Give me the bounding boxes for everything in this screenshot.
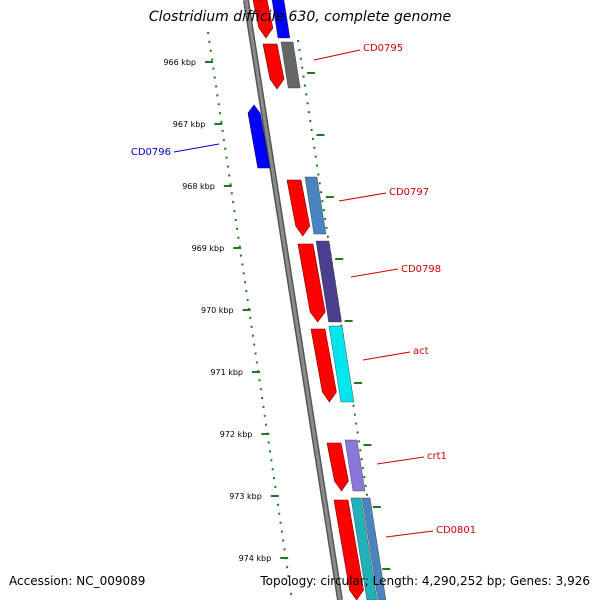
cds-feature xyxy=(252,0,274,39)
cog-feature-act xyxy=(328,325,355,403)
gene-label: CD0798 xyxy=(401,264,441,275)
cog-feature xyxy=(271,0,291,39)
tick-label: 970 kbp xyxy=(201,306,234,315)
gene-label: CD0801 xyxy=(436,525,476,536)
gene-label: CD0796 xyxy=(131,147,171,158)
ruler-dots-left xyxy=(207,31,293,600)
cog-feature-cd0798 xyxy=(315,240,342,323)
map-title: Clostridium difficile 630, complete geno… xyxy=(148,9,452,25)
cds-feature-cd0797 xyxy=(286,179,311,237)
gene-label: crt1 xyxy=(427,451,447,462)
gene-label: CD0795 xyxy=(363,43,403,54)
gene-label-leader xyxy=(338,192,387,202)
gene-label: CD0797 xyxy=(389,187,429,198)
cds-feature-crt1 xyxy=(326,442,349,492)
tick-label: 973 kbp xyxy=(229,492,262,501)
cog-feature-cd0797 xyxy=(304,176,327,235)
tick-label: 971 kbp xyxy=(210,368,243,377)
tick-label: 967 kbp xyxy=(173,120,206,129)
gene-label-leader xyxy=(376,456,425,465)
tick-label: 966 kbp xyxy=(163,58,196,67)
tick-label: 972 kbp xyxy=(220,430,253,439)
cds-feature-act xyxy=(310,328,337,403)
tick-label: 969 kbp xyxy=(192,244,225,253)
gene-label-leader xyxy=(362,351,411,361)
gene-label-leader xyxy=(385,530,434,538)
tick-label: 974 kbp xyxy=(239,554,272,563)
cds-feature-cd0801 xyxy=(333,499,364,600)
cog-feature-cd0801 xyxy=(350,497,378,600)
gene-label-leader xyxy=(173,143,220,153)
gene-label-leader xyxy=(313,49,361,61)
backbone-line xyxy=(244,0,342,600)
topology-summary: Topology: circular; Length: 4,290,252 bp… xyxy=(260,574,590,588)
cog-feature-crt1 xyxy=(344,439,366,492)
tick-label: 968 kbp xyxy=(182,182,215,191)
cog-feature xyxy=(361,497,387,600)
cog-feature-cd0795 xyxy=(280,41,301,89)
gene-label-leader xyxy=(350,268,399,278)
cds-feature-cd0795 xyxy=(262,43,285,90)
cds-feature-cd0798 xyxy=(297,243,326,323)
accession-label: Accession: NC_009089 xyxy=(9,574,146,588)
cds-feature-cd0796 xyxy=(247,104,271,169)
gene-label: act xyxy=(413,346,429,357)
